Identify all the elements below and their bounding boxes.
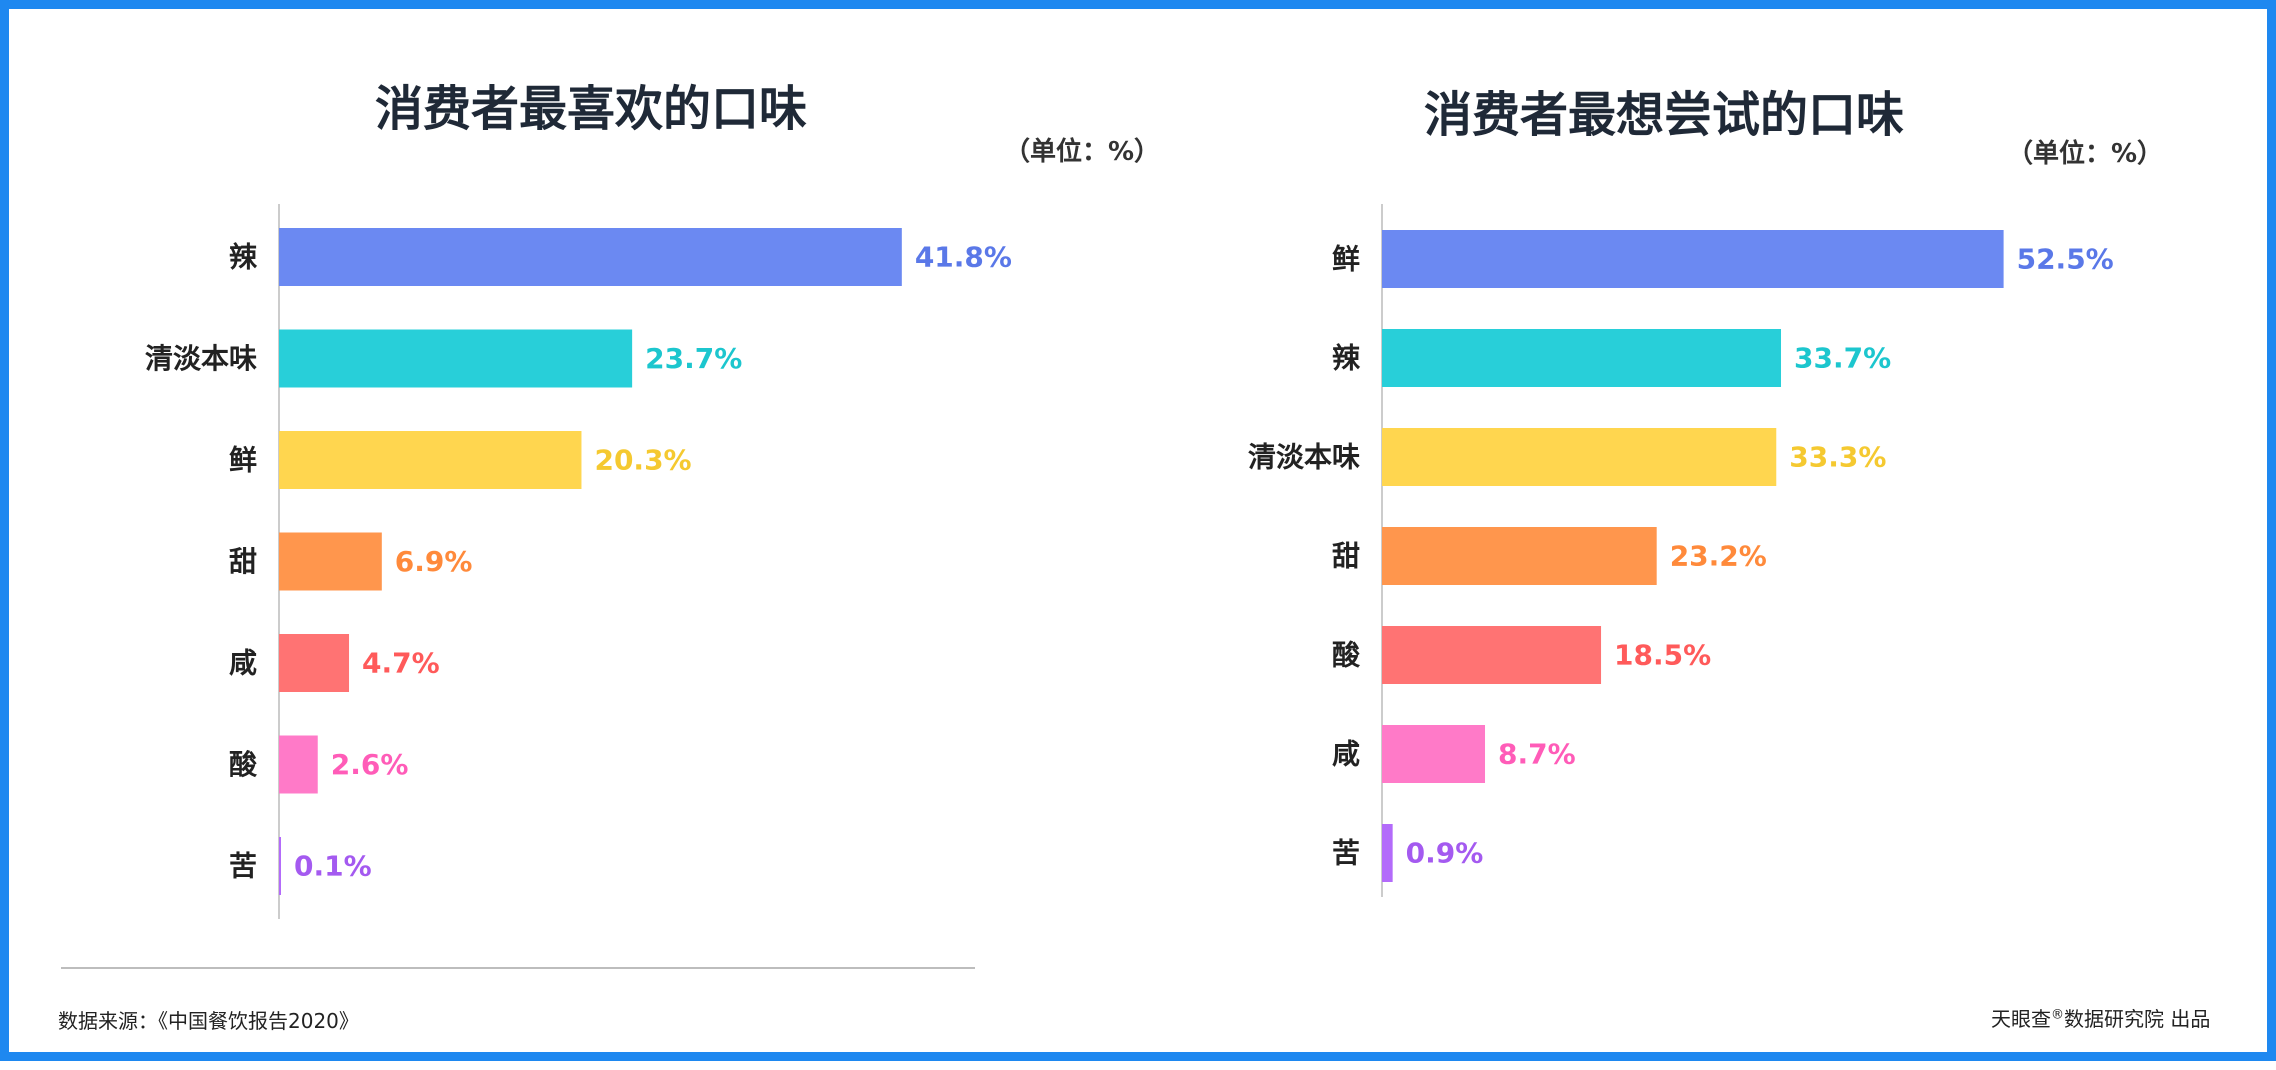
chart-title-want-to-try: 消费者最想尝试的口味 [1423, 87, 1904, 143]
publisher-suffix: 数据研究院 出品 [2064, 1007, 2211, 1031]
bar-5 [1382, 626, 1602, 684]
category-label: 咸 [229, 647, 257, 680]
data-label: 23.7% [645, 342, 742, 375]
bar-3 [1382, 428, 1777, 486]
bar-6 [279, 735, 318, 794]
brand-name: 天眼查 [1991, 1007, 2051, 1031]
registered-mark: ® [2051, 1007, 2064, 1023]
category-label: 鲜 [1332, 243, 1360, 276]
category-label: 酸 [1332, 639, 1361, 672]
bar-3 [279, 431, 582, 489]
chart-title-favorite: 消费者最喜欢的口味 [374, 81, 807, 137]
category-label: 苦 [1332, 837, 1360, 870]
category-label: 甜 [229, 545, 257, 578]
data-label: 41.8% [915, 241, 1012, 274]
bar-5 [279, 634, 350, 692]
bar-chart-favorite-flavors: 辣 41.8% 清淡本味 23.7% 鲜 20.3% 甜 6.9% 咸 4.7% 酸 2.6% 苦 0.1… [145, 204, 1012, 919]
data-source: 数据来源：《中国餐饮报告2020》 [58, 1009, 359, 1033]
category-label: 鲜 [229, 444, 257, 477]
category-label: 辣 [229, 241, 258, 274]
data-label: 6.9% [395, 545, 473, 578]
category-label: 甜 [1332, 540, 1360, 573]
data-label: 8.7% [1498, 738, 1576, 771]
data-label: 2.6% [331, 748, 409, 781]
data-label: 0.9% [1406, 837, 1484, 870]
bar-4 [279, 532, 382, 591]
category-label: 酸 [229, 748, 258, 781]
unit-label-want-to-try: （单位：%） [2007, 139, 2164, 169]
data-label: 0.1% [294, 850, 372, 883]
bar-1 [279, 228, 902, 286]
bar-2 [279, 329, 633, 388]
footer-divider [61, 967, 975, 969]
bar-7 [1382, 824, 1393, 882]
bar-1 [1382, 230, 2004, 288]
bar-2 [1382, 329, 1782, 387]
category-label: 清淡本味 [145, 342, 257, 375]
category-label: 苦 [229, 850, 257, 883]
category-label: 清淡本味 [1248, 441, 1360, 474]
data-label: 18.5% [1614, 639, 1711, 672]
data-label: 4.7% [362, 647, 440, 680]
data-label: 52.5% [2017, 243, 2114, 276]
category-label: 咸 [1332, 738, 1360, 771]
category-label: 辣 [1332, 342, 1361, 375]
data-label: 33.3% [1789, 441, 1886, 474]
data-label: 20.3% [594, 444, 691, 477]
publisher-credit: 天眼查®数据研究院 出品 [1991, 1003, 2210, 1032]
data-label: 33.7% [1794, 342, 1891, 375]
bar-chart-want-to-try-flavors: 鲜 52.5% 辣 33.7% 清淡本味 33.3% 甜 23.2% 酸 18.5% 咸 8.7% 苦 0… [1248, 204, 2114, 897]
bar-7 [279, 837, 281, 895]
bar-6 [1382, 725, 1486, 783]
bar-4 [1382, 527, 1657, 585]
unit-label-favorite: （单位：%） [1004, 137, 1161, 167]
data-label: 23.2% [1670, 540, 1767, 573]
